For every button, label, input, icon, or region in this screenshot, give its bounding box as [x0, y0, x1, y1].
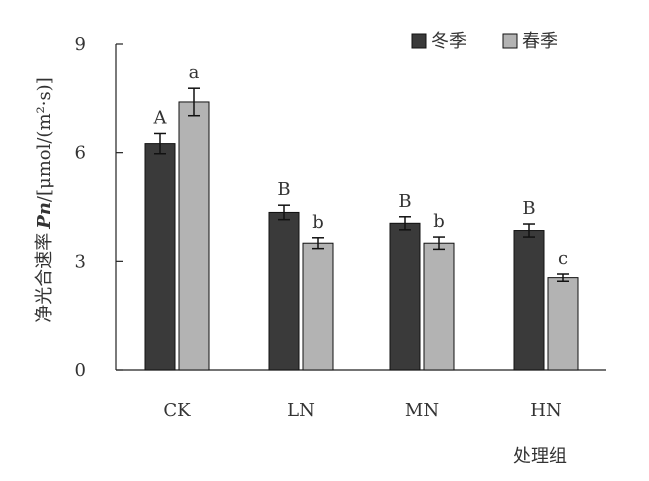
bar-hn-winter [513, 230, 545, 371]
x-tick-label: LN [287, 400, 315, 421]
legend-label: 冬季 [431, 31, 467, 52]
x-tick-label: CK [163, 400, 191, 421]
bar-ck-spring [178, 101, 210, 371]
significance-label: b [433, 211, 445, 232]
bar-ln-spring [302, 242, 334, 371]
y-axis-title: 净光合速率 Pn/[μmol/(m²·s)] [34, 77, 55, 322]
bar-mn-winter [389, 222, 421, 371]
y-tick-label: 0 [75, 360, 86, 381]
y-tick-label: 9 [75, 34, 86, 55]
y-title-text: 净光合速率 [34, 233, 55, 323]
significance-label: a [189, 62, 200, 83]
significance-label: b [312, 212, 324, 233]
significance-label: A [153, 107, 168, 128]
legend-swatch [411, 33, 427, 49]
labels: CK Aa LN Bb MN Bb HN Bc [153, 62, 569, 421]
legend-swatch [502, 33, 518, 49]
x-tick-label: MN [405, 400, 439, 421]
x-tick-label: HN [530, 400, 561, 421]
x-axis-title: 处理组 [513, 446, 567, 467]
legend: 冬季 春季 [411, 31, 558, 52]
y-title-unit: /[μmol/(m²·s)] [34, 77, 55, 202]
y-tick-label: 6 [75, 143, 86, 164]
y-tick-label: 3 [75, 251, 86, 272]
bar-hn-spring [547, 277, 579, 371]
bar-ln-winter [268, 211, 300, 371]
significance-label: B [398, 191, 411, 212]
significance-label: B [522, 198, 535, 219]
bars [144, 87, 579, 371]
significance-label: B [277, 179, 290, 200]
legend-label: 春季 [522, 31, 558, 52]
bar-mn-spring [423, 242, 455, 371]
bar-ck-winter [144, 143, 176, 371]
y-title-symbol: Pn [34, 202, 55, 230]
significance-label: c [558, 248, 568, 269]
